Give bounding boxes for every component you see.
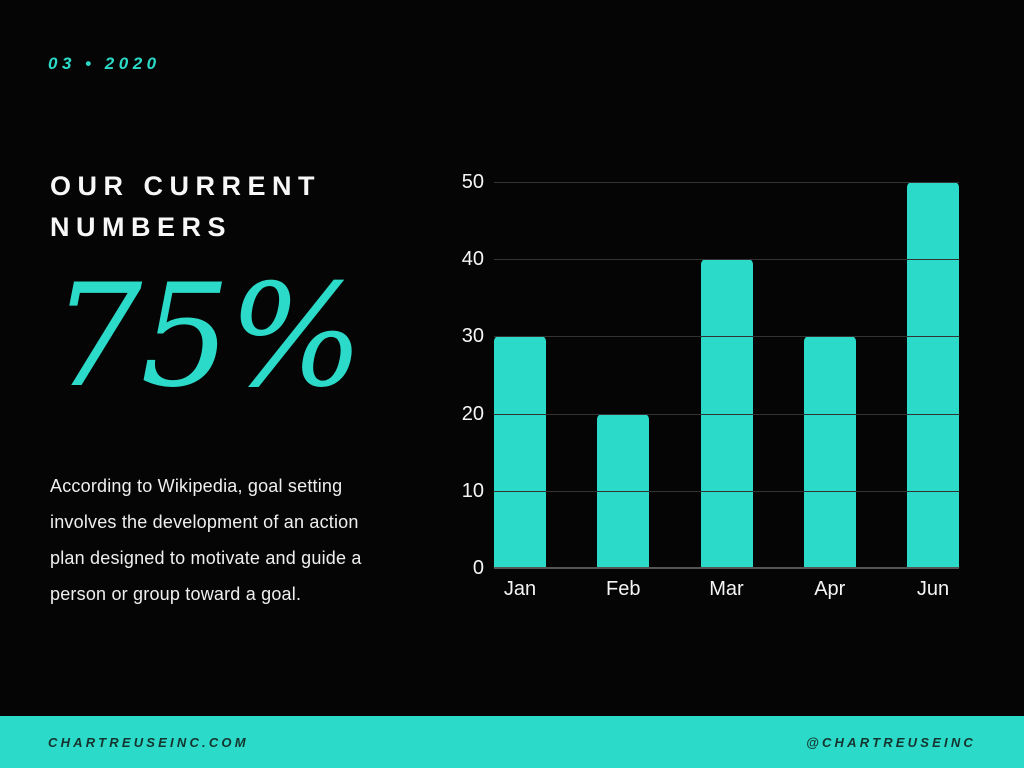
bars-row	[494, 182, 959, 568]
y-tick-label-40: 40	[461, 248, 484, 271]
gridline-40	[494, 259, 959, 261]
body-paragraph: According to Wikipedia, goal setting inv…	[50, 476, 362, 604]
gridline-20	[494, 413, 959, 415]
y-tick-label-10: 10	[461, 479, 484, 502]
bar-plot	[494, 182, 959, 569]
big-number: 75%	[52, 254, 364, 419]
x-axis-line	[494, 567, 959, 569]
bar-jan	[494, 336, 546, 568]
bar-chart: Jan Feb Mar Apr Jun 0 10 20 30 40 50	[440, 160, 1024, 620]
x-tick-label-apr: Apr	[814, 578, 846, 600]
page-title: OUR CURRENT NUMBERS	[50, 171, 321, 242]
date-label: 03 • 2020	[48, 54, 161, 73]
gridline-30	[494, 336, 959, 338]
gridline-50	[494, 182, 959, 183]
y-tick-label-30: 30	[461, 325, 484, 348]
x-tick-label-feb: Feb	[606, 578, 641, 600]
gridline-10	[494, 490, 959, 492]
x-axis-labels: Jan Feb Mar Apr Jun	[494, 578, 959, 601]
x-tick-label-jan: Jan	[503, 578, 537, 600]
footer-bar: CHARTREUSEINC.COM @CHARTREUSEINC	[0, 716, 1024, 768]
y-tick-label-50: 50	[461, 171, 484, 193]
footer-right-text: @CHARTREUSEINC	[806, 734, 976, 750]
y-tick-label-20: 20	[461, 402, 484, 425]
footer-left-text: CHARTREUSEINC.COM	[48, 734, 249, 750]
bar-apr	[803, 336, 856, 568]
x-tick-label-mar: Mar	[709, 578, 744, 600]
x-tick-label-jun: Jun	[916, 578, 950, 600]
y-tick-label-0: 0	[472, 557, 484, 579]
bar-jun	[907, 182, 959, 568]
